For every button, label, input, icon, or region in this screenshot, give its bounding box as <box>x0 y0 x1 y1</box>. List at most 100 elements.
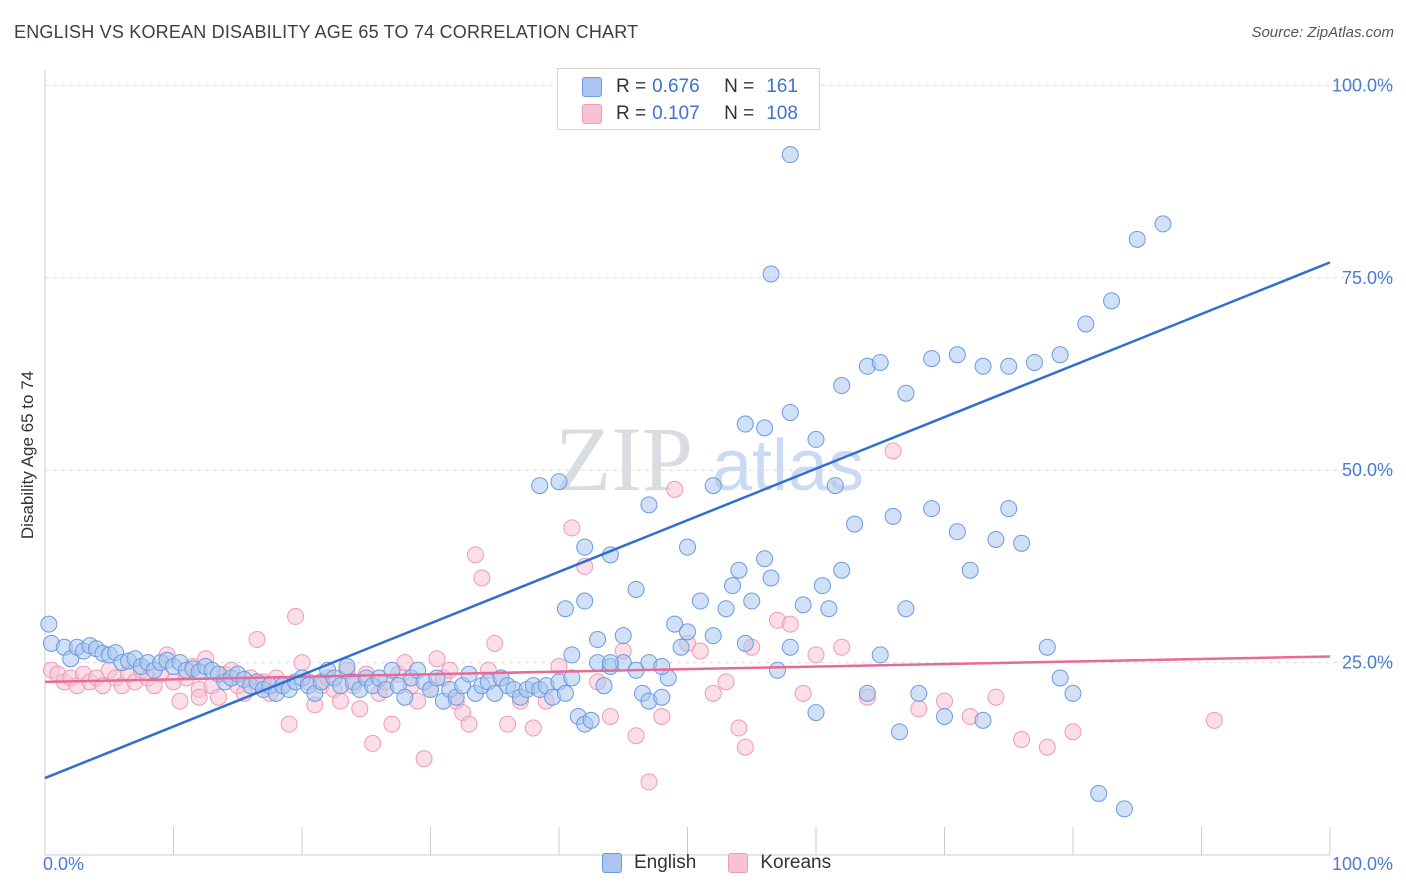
korean-point <box>364 734 382 752</box>
watermark: ZIP atlas <box>555 408 864 510</box>
korean-point <box>171 692 189 710</box>
english-point <box>826 477 844 495</box>
english-point <box>723 577 741 595</box>
korean-point <box>691 642 709 660</box>
english-point <box>820 600 838 618</box>
korean-point <box>884 442 902 460</box>
english-point <box>756 550 774 568</box>
english-point <box>576 538 594 556</box>
source-note: Source: ZipAtlas.com <box>1251 24 1394 41</box>
english-point <box>1077 315 1095 333</box>
y-tick-label: 100.0% <box>1332 75 1393 95</box>
x-tick-label: 0.0% <box>43 854 84 874</box>
english-point <box>1013 534 1031 552</box>
english-point <box>884 507 902 525</box>
english-point <box>736 415 754 433</box>
korean-point <box>280 715 298 733</box>
english-point <box>871 353 889 371</box>
english-point <box>704 477 722 495</box>
english-point <box>672 638 690 656</box>
english-point <box>640 496 658 514</box>
grid <box>45 84 1395 664</box>
korean-n-label: N = <box>724 103 755 124</box>
english-point <box>666 615 684 633</box>
english-point <box>910 684 928 702</box>
english-point <box>833 561 851 579</box>
bottom-english-swatch <box>602 853 622 873</box>
korean-point <box>209 688 227 706</box>
english-point <box>1000 500 1018 518</box>
english-point <box>1115 800 1133 818</box>
english-point <box>582 711 600 729</box>
english-point <box>1051 346 1069 364</box>
english-point <box>563 669 581 687</box>
english-point <box>1051 669 1069 687</box>
english-point <box>762 265 780 283</box>
english-point <box>974 711 992 729</box>
english-point <box>679 623 696 641</box>
english-point <box>595 677 613 695</box>
korean-swatch <box>582 104 602 124</box>
english-point <box>897 600 915 618</box>
english-point <box>601 654 619 672</box>
english-point <box>614 627 632 645</box>
english-point <box>948 346 966 364</box>
english-point <box>1090 784 1108 802</box>
english-point <box>531 477 549 495</box>
english-point <box>762 569 780 587</box>
english-trend-line <box>44 261 1331 780</box>
korean-point <box>717 673 735 691</box>
english-point <box>717 600 735 618</box>
english-point <box>891 723 909 741</box>
korean-point <box>332 692 350 710</box>
korean-point <box>666 480 684 498</box>
english-point <box>807 430 825 448</box>
tick-labels: 25.0% 50.0% 75.0% 100.0% 0.0% 100.0% <box>43 75 1393 874</box>
bottom-korean-swatch <box>728 853 749 873</box>
watermark-atlas: atlas <box>712 426 864 506</box>
english-point <box>396 688 414 706</box>
english-r-value: 0.676 <box>652 76 700 97</box>
korean-point <box>640 773 658 791</box>
english-point <box>743 592 761 610</box>
english-point <box>556 600 574 618</box>
english-point <box>653 688 671 706</box>
english-point <box>756 419 774 437</box>
korean-point <box>486 634 504 652</box>
korean-point <box>1205 711 1223 729</box>
korean-point <box>987 688 1005 706</box>
axes <box>44 70 1331 856</box>
english-points <box>40 146 1172 818</box>
english-point <box>1154 215 1172 233</box>
korean-point <box>428 650 446 668</box>
english-point <box>781 403 799 421</box>
english-point <box>781 638 799 656</box>
english-point <box>589 631 607 649</box>
korean-point <box>1013 731 1031 749</box>
legend-row-english: R = 0.676 N = 161 <box>582 75 798 99</box>
english-point <box>974 357 992 375</box>
english-point <box>923 500 941 518</box>
english-point <box>897 384 915 402</box>
bottom-english-label: English <box>634 852 697 873</box>
korean-point <box>1038 738 1056 756</box>
legend: R = 0.676 N = 161 R = 0.107 N = 108 <box>557 68 820 130</box>
korean-point <box>466 546 484 564</box>
english-point <box>704 627 722 645</box>
english-point <box>653 657 671 675</box>
korean-point <box>190 688 208 706</box>
english-point <box>550 473 568 491</box>
english-point <box>1025 353 1043 371</box>
english-point <box>679 538 696 556</box>
english-point <box>730 561 748 579</box>
english-point <box>556 684 574 702</box>
english-point <box>858 684 876 702</box>
english-point <box>871 646 889 664</box>
korean-point <box>730 719 748 737</box>
korean-point <box>460 715 478 733</box>
korean-r-label: R = <box>616 103 647 124</box>
korean-point <box>524 719 542 737</box>
korean-point <box>1064 723 1082 741</box>
korean-point <box>833 638 851 656</box>
korean-point <box>794 684 812 702</box>
